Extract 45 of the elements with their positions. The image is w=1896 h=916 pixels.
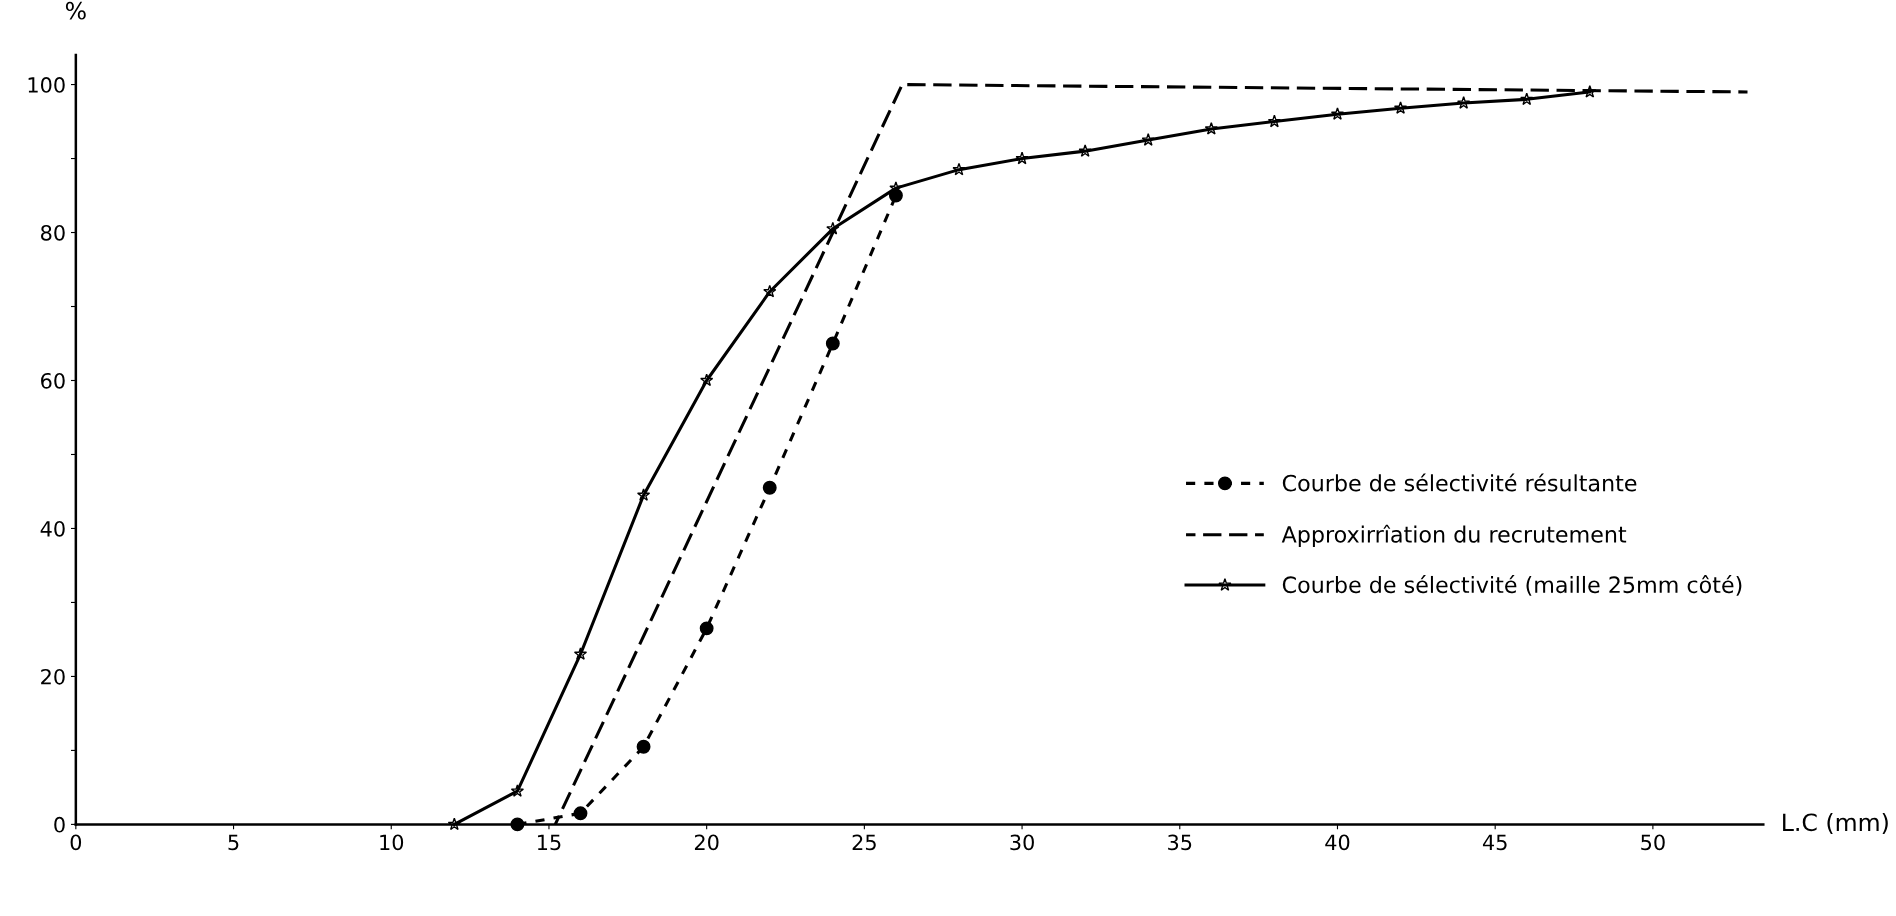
point [636,739,651,754]
x-tick-label: 15 [537,834,561,851]
x-tick-label: 10 [380,834,404,851]
point [825,336,840,351]
point [952,162,966,176]
x-tick-label: 35 [1168,834,1192,851]
legend-label: Approxirrîation du recrutement [1281,524,1627,548]
point [1015,151,1029,165]
point [573,647,588,660]
x-tick-label: 0 [70,834,82,851]
point [573,806,588,821]
point [1141,133,1155,146]
y-tick-label: 80 [41,224,65,241]
point [1520,92,1534,106]
y-tick-label: 20 [41,668,65,685]
legend-label: Courbe de sélectivité (maille 25mm côté) [1282,575,1742,596]
x-tick-label: 25 [852,834,876,851]
x-tick-label: 30 [1010,834,1034,851]
point [699,621,714,636]
point [1267,114,1282,128]
y-tick-label: 40 [40,520,65,537]
y-tick-label: 0 [54,816,65,833]
y-tick-label: 60 [41,372,65,389]
point [826,221,840,235]
point [1456,96,1471,109]
point [1078,144,1092,157]
point [1583,85,1597,98]
point [1330,107,1345,120]
legend-label: Courbe de sélectivité résultante [1282,473,1637,492]
x-tick-label: 40 [1325,834,1350,851]
x-tick-label: 50 [1641,834,1665,851]
point [1204,121,1218,135]
point [447,817,461,831]
y-tick-label: 100 [28,77,65,93]
y-axis-title: % [65,1,86,20]
point [1393,101,1408,114]
x-tick-label: 45 [1482,834,1507,851]
x-tick-label: 20 [694,834,719,851]
point [762,480,777,495]
point [636,488,651,501]
point [700,373,714,387]
x-axis-title: L.C (mm) [1783,813,1888,835]
x-tick-label: 5 [228,834,239,851]
point [763,284,777,298]
point [510,784,525,797]
